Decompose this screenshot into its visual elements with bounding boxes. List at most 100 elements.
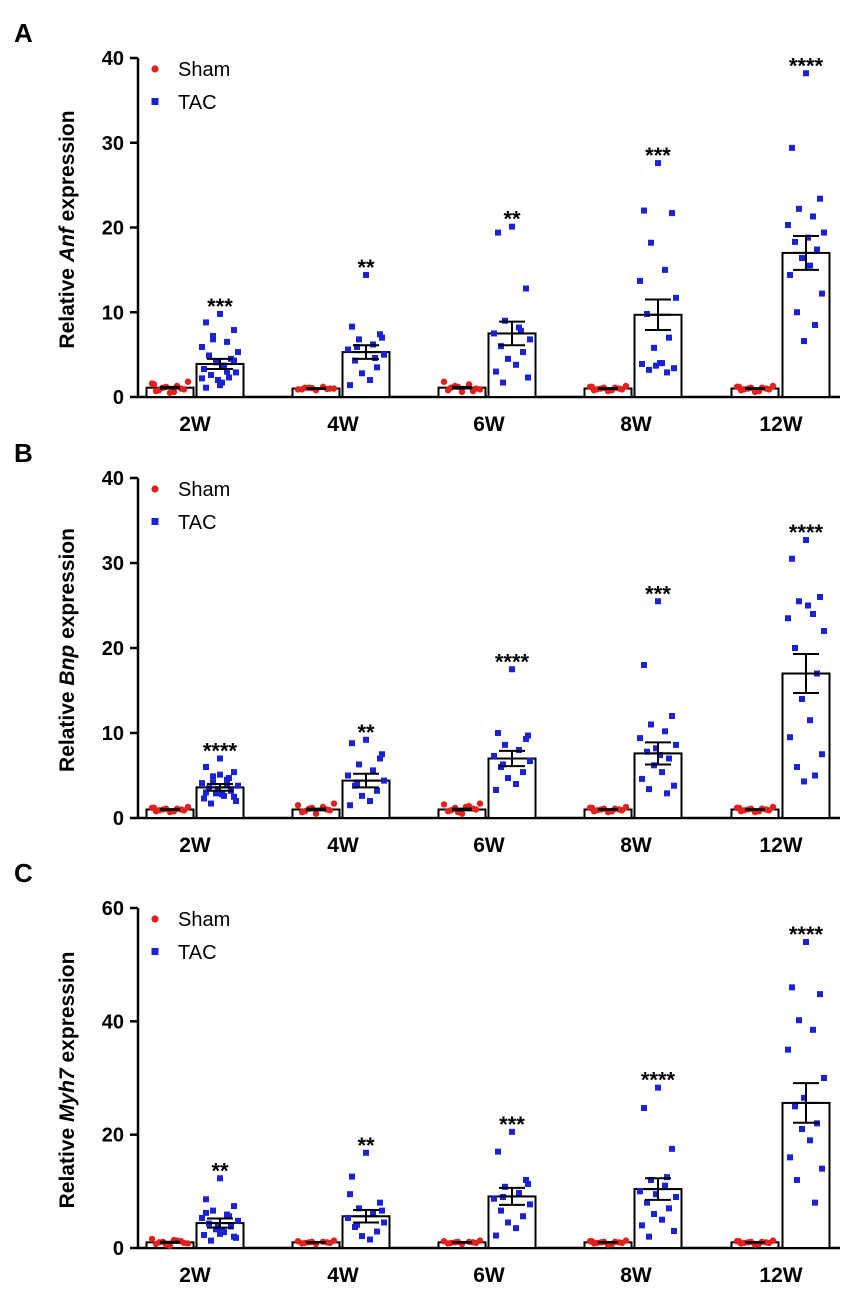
point-tac	[810, 213, 816, 220]
x-tick-label: 2W	[179, 1264, 211, 1287]
point-tac	[792, 645, 798, 651]
point-tac	[231, 1203, 237, 1210]
point-tac	[789, 555, 795, 562]
point-tac	[363, 736, 369, 743]
point-tac	[231, 357, 237, 364]
bar-tac-6w	[487, 757, 537, 819]
point-tac	[785, 221, 791, 228]
point-tac	[821, 229, 827, 236]
point-sham	[622, 1237, 630, 1244]
point-tac	[812, 321, 818, 328]
point-tac	[495, 730, 501, 736]
point-tac	[347, 382, 353, 389]
point-tac	[648, 239, 654, 246]
y-tick-label: 0	[113, 387, 124, 409]
panel-letter: A	[14, 18, 33, 48]
point-tac	[500, 379, 506, 386]
x-tick-label: 4W	[327, 1264, 359, 1287]
point-tac	[381, 351, 387, 358]
point-tac	[805, 602, 811, 609]
point-tac	[203, 319, 209, 326]
point-tac	[821, 1075, 827, 1081]
point-tac	[495, 229, 501, 236]
significance-stars: **	[503, 207, 521, 232]
point-tac	[520, 769, 526, 776]
point-tac	[345, 346, 351, 353]
point-tac	[199, 780, 205, 787]
group-2w: *** 2W	[145, 294, 245, 436]
point-tac	[502, 741, 508, 748]
point-tac	[516, 1190, 522, 1197]
point-tac	[356, 336, 362, 343]
point-tac	[215, 377, 221, 384]
bar-tac-12w	[781, 672, 831, 819]
point-tac	[359, 370, 365, 377]
legend: Sham TAC	[151, 59, 230, 114]
point-tac	[796, 598, 802, 605]
point-tac	[810, 611, 816, 617]
point-tac	[787, 1154, 793, 1161]
point-tac	[637, 277, 643, 284]
point-tac	[796, 205, 802, 212]
point-tac	[664, 1174, 670, 1181]
point-tac	[367, 377, 373, 384]
point-tac	[803, 939, 809, 945]
point-tac	[352, 357, 358, 364]
point-tac	[374, 787, 380, 794]
group-4w: ** 4W	[291, 720, 391, 857]
point-tac	[794, 1177, 800, 1183]
point-tac	[505, 1219, 511, 1226]
point-tac	[639, 775, 645, 782]
y-axis-label-gene: Bnp	[56, 645, 79, 686]
point-tac	[199, 1214, 205, 1221]
point-tac	[792, 238, 798, 245]
point-tac	[208, 371, 214, 378]
x-tick-label: 12W	[759, 1264, 802, 1287]
point-tac	[648, 1177, 654, 1183]
legend-marker-sham	[151, 915, 159, 923]
point-sham	[622, 803, 630, 811]
point-tac	[794, 764, 800, 770]
point-tac	[673, 294, 679, 301]
point-tac	[377, 331, 383, 338]
point-tac	[233, 798, 239, 804]
point-tac	[226, 1213, 232, 1220]
point-tac	[513, 781, 519, 787]
point-tac	[814, 246, 820, 253]
point-sham	[615, 806, 623, 813]
point-tac	[801, 338, 807, 345]
point-sham	[762, 1239, 770, 1246]
point-sham	[622, 382, 630, 390]
point-sham	[323, 1239, 331, 1246]
point-tac	[807, 717, 813, 724]
point-tac	[655, 598, 661, 605]
point-tac	[226, 775, 232, 782]
point-tac	[812, 772, 818, 779]
point-tac	[201, 1231, 207, 1238]
point-tac	[217, 1230, 223, 1237]
point-tac	[653, 1191, 659, 1198]
point-tac	[235, 782, 241, 789]
legend-label-tac: TAC	[178, 92, 217, 114]
point-tac	[666, 755, 672, 762]
point-tac	[513, 361, 519, 368]
legend-marker-sham	[151, 485, 159, 493]
point-tac	[203, 789, 209, 796]
point-tac	[379, 334, 385, 341]
point-tac	[231, 1233, 237, 1240]
point-tac	[213, 359, 219, 366]
point-tac	[381, 777, 387, 784]
point-sham	[769, 1237, 777, 1244]
legend-marker-tac	[151, 518, 159, 525]
x-tick-label: 6W	[473, 1264, 505, 1287]
y-tick-label: 10	[102, 302, 124, 324]
point-tac	[646, 786, 652, 793]
point-tac	[203, 1209, 209, 1216]
point-tac	[787, 271, 793, 278]
point-tac	[491, 752, 497, 759]
group-12w: **** 12W	[730, 922, 831, 1287]
point-tac	[235, 1217, 241, 1224]
y-tick-label: 60	[102, 898, 124, 920]
point-tac	[669, 1145, 675, 1152]
point-tac	[637, 1188, 643, 1195]
